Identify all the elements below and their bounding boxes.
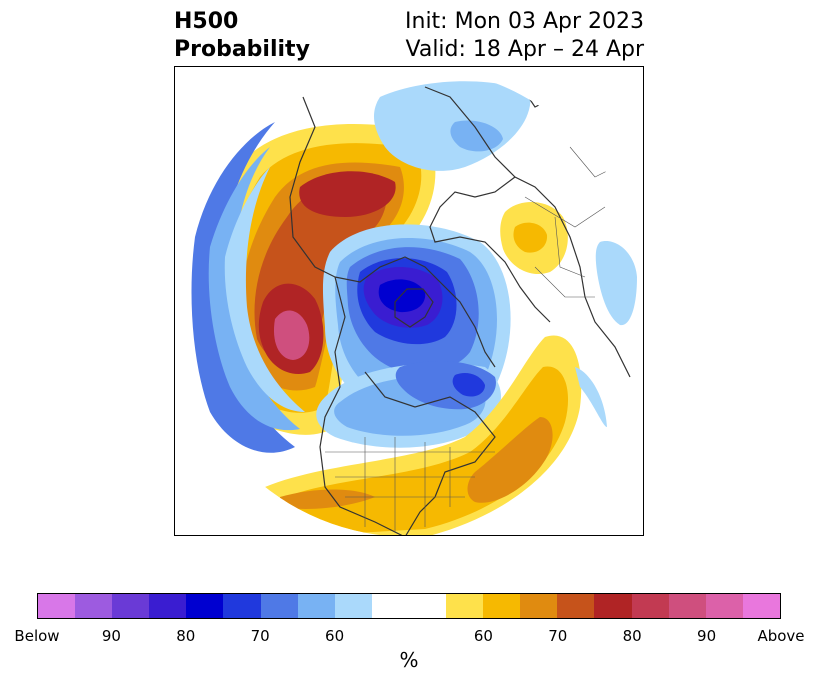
atlantic-above-anomaly (265, 335, 582, 535)
colorbar-tick-label: 60 (473, 627, 493, 645)
colorbar-segment (557, 594, 595, 618)
colorbar-segment (446, 594, 484, 618)
title-variable: H500 (174, 9, 239, 34)
colorbar-tick-label: 60 (325, 627, 345, 645)
colorbar-segment (520, 594, 558, 618)
colorbar-segment (705, 594, 743, 618)
colorbar-tick-label: 70 (548, 627, 568, 645)
colorbar-segment (631, 594, 669, 618)
chart-dates: Init: Mon 03 Apr 2023 Valid: 18 Apr – 24… (405, 8, 644, 64)
colorbar-segment (75, 594, 113, 618)
colorbar-segment (112, 594, 150, 618)
map-svg (175, 67, 643, 535)
colorbar-segment (371, 594, 447, 618)
title-product: Probability (174, 37, 310, 62)
chart-title: H500 Probability (174, 8, 310, 64)
colorbar-segment (742, 594, 780, 618)
valid-range: Valid: 18 Apr – 24 Apr (405, 37, 645, 62)
colorbar-unit: % (399, 648, 419, 672)
colorbar-segment (668, 594, 706, 618)
colorbar-tick-label: 90 (101, 627, 121, 645)
init-date: Init: Mon 03 Apr 2023 (405, 9, 644, 34)
colorbar-segment (38, 594, 76, 618)
colorbar-segment (483, 594, 521, 618)
political-borders (325, 146, 616, 532)
colorbar-tick-label: 90 (697, 627, 717, 645)
colorbar-tick-label: 70 (250, 627, 270, 645)
hemisphere-disc (175, 67, 643, 535)
colorbar-segment (334, 594, 372, 618)
colorbar-tick-label: 80 (622, 627, 642, 645)
colorbar-tick-label: Above (757, 627, 805, 645)
colorbar (37, 593, 781, 619)
eurasia-below-anomaly (373, 81, 637, 427)
colorbar-segment (223, 594, 261, 618)
coastlines (289, 86, 631, 535)
colorbar-tick-label: Below (14, 627, 60, 645)
colorbar-tick-label: 80 (176, 627, 196, 645)
colorbar-segment (297, 594, 335, 618)
colorbar-segment (594, 594, 632, 618)
colorbar-segment (260, 594, 298, 618)
colorbar-segment (149, 594, 187, 618)
probability-map (174, 66, 644, 536)
pacific-below-ring (191, 122, 305, 453)
colorbar-segment (186, 594, 224, 618)
east-asia-above-anomaly (500, 201, 568, 275)
